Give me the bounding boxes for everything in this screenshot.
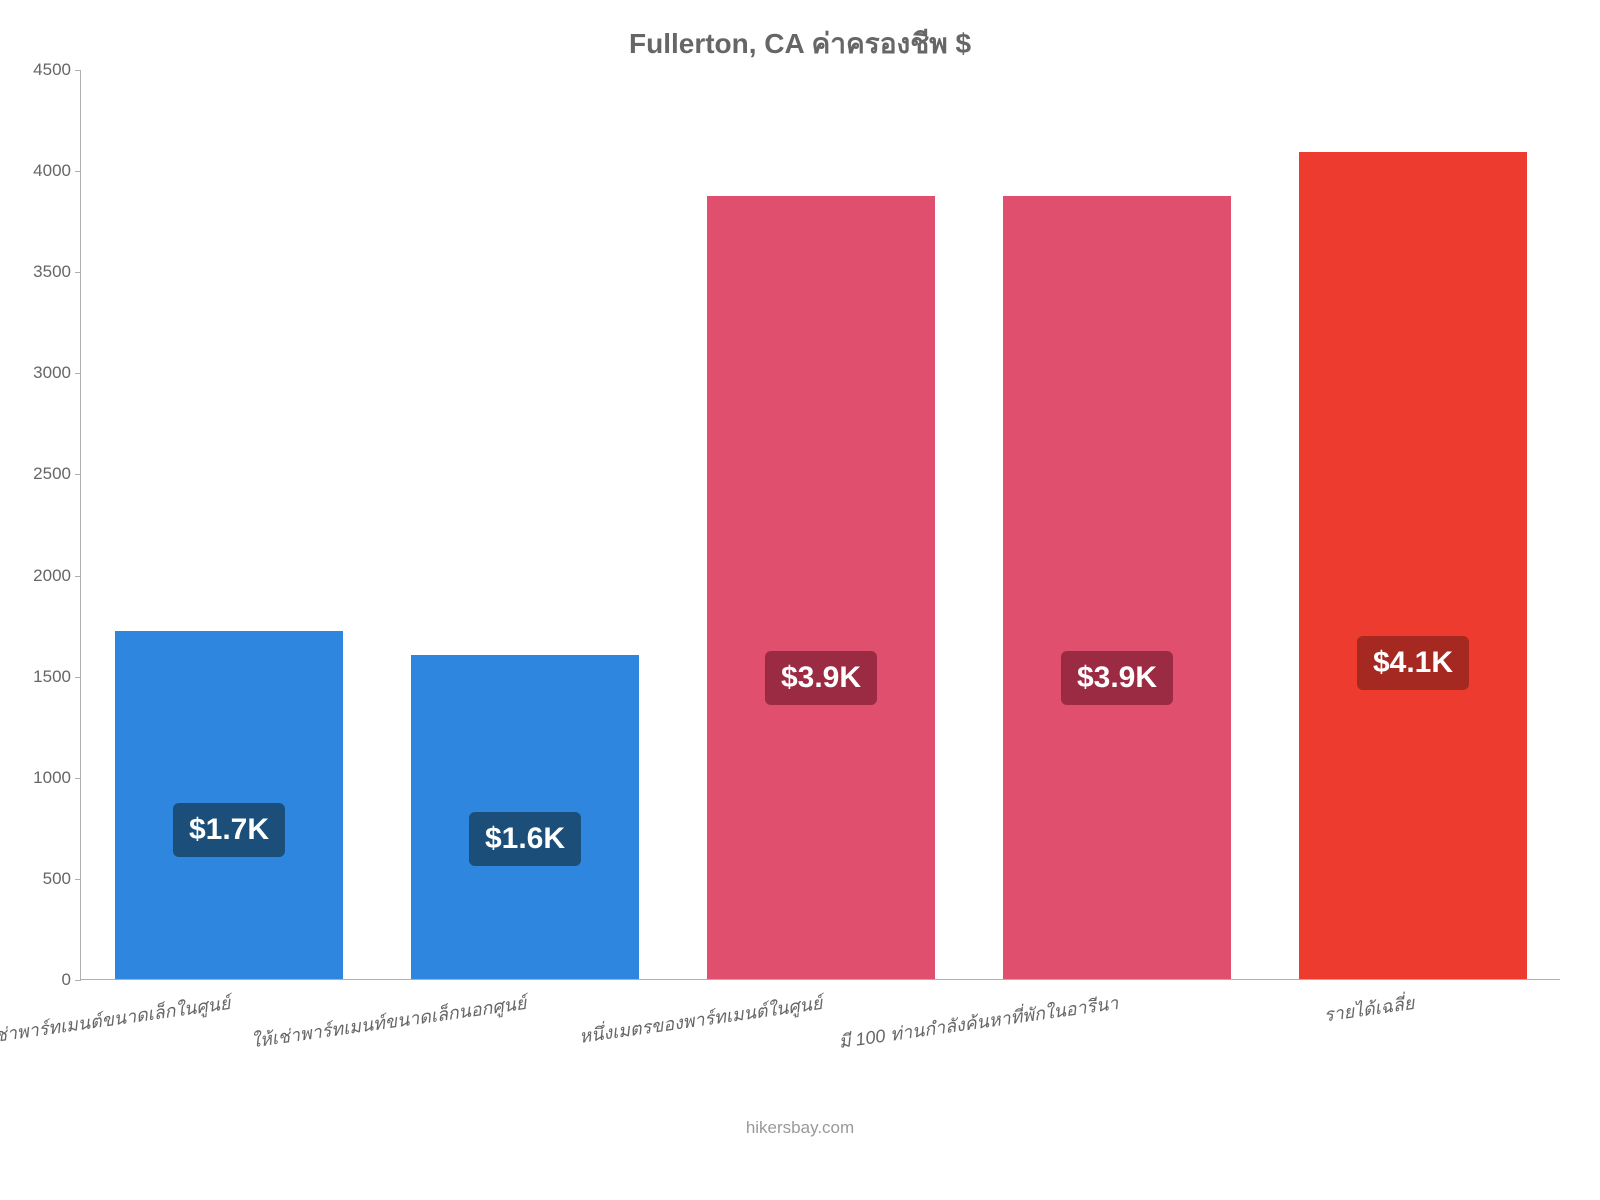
x-axis-label: ให้เช่าพาร์ทเมนต์ขนาดเล็กในศูนย์ xyxy=(0,988,232,1058)
y-tick-label: 3500 xyxy=(21,262,71,282)
y-tick-mark xyxy=(75,373,81,374)
y-tick-label: 4500 xyxy=(21,60,71,80)
bars-layer: $1.7K $1.6K $3.9K $3.9K $4.1K xyxy=(81,70,1560,979)
x-axis-label: มี 100 ท่านกำลังค้นหาที่พักในอารีนา xyxy=(819,988,1120,1058)
bar: $3.9K xyxy=(1003,196,1231,979)
bar-value-label: $1.6K xyxy=(469,812,581,866)
y-tick-label: 1500 xyxy=(21,667,71,687)
plot-area: $1.7K$1.6K$3.9K$3.9K$4.1K 05001000150020… xyxy=(80,70,1560,980)
y-tick-mark xyxy=(75,778,81,779)
y-tick-mark xyxy=(75,980,81,981)
y-tick-label: 2000 xyxy=(21,566,71,586)
x-axis-label: รายได้เฉลี่ย xyxy=(1115,988,1416,1058)
y-tick-label: 3000 xyxy=(21,363,71,383)
chart-container: Fullerton, CA ค่าครองชีพ $ $1.7K $1.6K $3.… xyxy=(0,0,1600,1200)
bar: $1.7K xyxy=(115,631,343,979)
y-tick-mark xyxy=(75,677,81,678)
bar: $4.1K xyxy=(1299,152,1527,979)
y-tick-label: 2500 xyxy=(21,464,71,484)
y-tick-label: 0 xyxy=(21,970,71,990)
y-tick-mark xyxy=(75,171,81,172)
y-tick-mark xyxy=(75,576,81,577)
bar-value-label: $3.9K xyxy=(1061,651,1173,705)
x-axis-label: หนึ่งเมตรของพาร์ทเมนต์ในศูนย์ xyxy=(523,988,824,1058)
bar-value-label: $1.7K xyxy=(173,803,285,857)
y-tick-label: 1000 xyxy=(21,768,71,788)
y-tick-mark xyxy=(75,474,81,475)
attribution-text: hikersbay.com xyxy=(0,1118,1600,1138)
bar: $3.9K xyxy=(707,196,935,979)
bar: $1.6K xyxy=(411,655,639,979)
bar-value-label: $3.9K xyxy=(765,651,877,705)
y-tick-label: 500 xyxy=(21,869,71,889)
y-tick-mark xyxy=(75,879,81,880)
y-tick-label: 4000 xyxy=(21,161,71,181)
bar-value-label: $4.1K xyxy=(1357,636,1469,690)
y-tick-mark xyxy=(75,70,81,71)
chart-title: Fullerton, CA ค่าครองชีพ $ xyxy=(0,22,1600,66)
x-axis-label: ให้เช่าพาร์ทเมนท์ขนาดเล็กนอกศูนย์ xyxy=(227,988,528,1058)
y-tick-mark xyxy=(75,272,81,273)
